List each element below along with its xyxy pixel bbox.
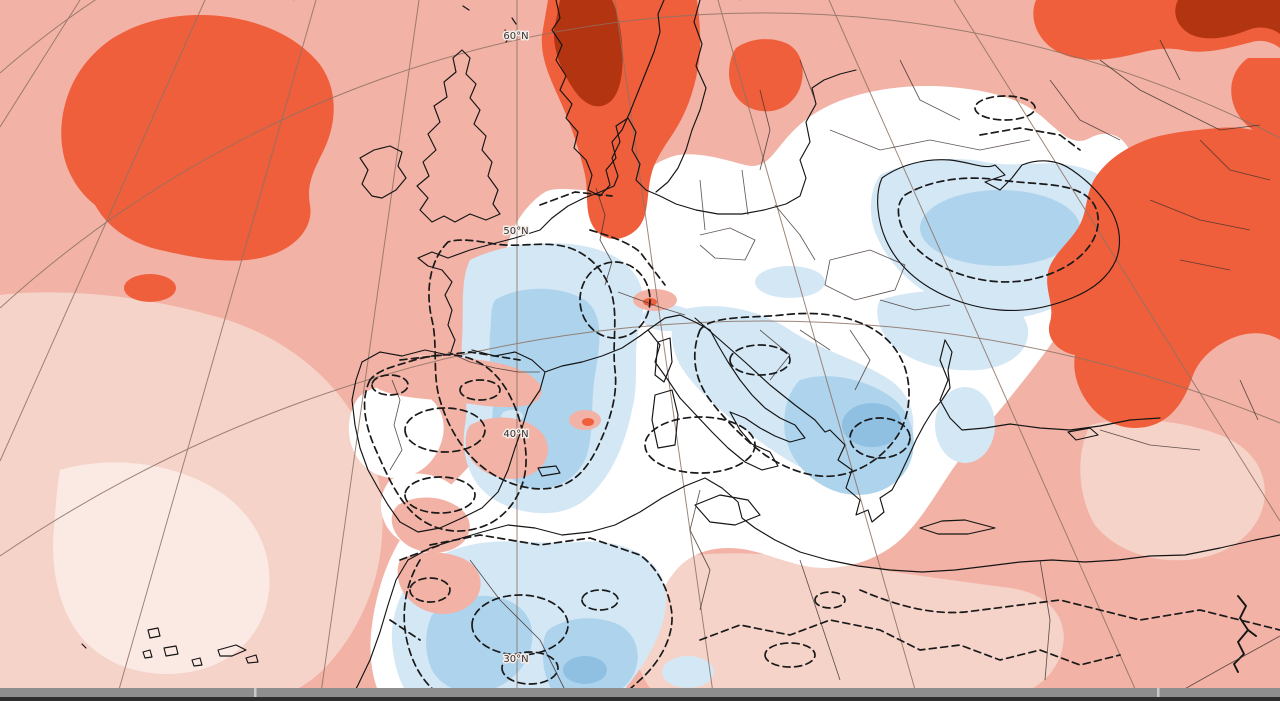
coastline-adriatic-greece bbox=[694, 317, 953, 523]
coastline-france bbox=[417, 217, 553, 356]
coastline-canary-islands bbox=[81, 627, 259, 667]
anomaly-region-cool-blacksea bbox=[920, 190, 1080, 266]
label-40n: 40°N bbox=[503, 429, 528, 440]
border-lines-east bbox=[759, 39, 1271, 451]
graticule-labels: 60°N 50°N 40°N 30°N bbox=[502, 30, 530, 667]
coastline-shetland-faroe bbox=[462, 5, 517, 43]
coastline-crete-cyprus bbox=[919, 427, 1099, 535]
anomaly-region-strong-warm-norway bbox=[553, 0, 623, 107]
contour-sahara-inner bbox=[471, 589, 619, 685]
contour-sahara-east bbox=[699, 589, 1280, 668]
anomaly-region-warm-satellite bbox=[124, 274, 176, 302]
contour-aegean bbox=[849, 417, 911, 459]
coastline-baltic bbox=[551, 0, 857, 219]
coastline-sicily-sardinia-corsica-balearics bbox=[537, 337, 761, 526]
contour-black-sea-inner bbox=[897, 177, 1099, 283]
anomaly-region-warm-baltic bbox=[729, 39, 803, 112]
contour-morocco bbox=[389, 544, 451, 641]
timeline-scrollbar[interactable] bbox=[0, 688, 1280, 701]
border-lines-west bbox=[389, 187, 686, 471]
anomaly-region-deep-cool-sahara bbox=[563, 656, 607, 684]
contour-balkans-loop bbox=[693, 312, 910, 478]
anomaly-region-faint-cool bbox=[935, 387, 995, 463]
scrollbar-edge bbox=[0, 697, 1280, 701]
coastline-black-sea bbox=[877, 159, 1121, 311]
coastline-mediterranean-france-italy bbox=[544, 314, 806, 471]
contour-iberia-loop bbox=[363, 351, 527, 532]
anomaly-region-faint-warm bbox=[631, 553, 1064, 700]
coastline-great-britain bbox=[416, 49, 501, 223]
graticule-parallel-30n bbox=[0, 320, 1280, 557]
anomaly-contours bbox=[363, 95, 1280, 701]
border-lines-africa bbox=[469, 489, 1280, 701]
anomaly-region-strong-warm-corner bbox=[1175, 0, 1280, 39]
anomaly-region-trace-warm bbox=[53, 462, 270, 675]
coastline-suez bbox=[1233, 595, 1257, 673]
coastline-north-africa bbox=[349, 477, 1280, 701]
contour-channel-alps bbox=[539, 191, 666, 286]
coastline-ireland bbox=[359, 145, 407, 199]
scrollbar-track[interactable] bbox=[0, 688, 1280, 697]
contour-france-inner bbox=[579, 261, 651, 339]
label-30n: 30°N bbox=[503, 654, 528, 665]
contour-iberia-inner bbox=[371, 374, 501, 514]
graticule-parallel-40n bbox=[0, 12, 1280, 309]
coastlines bbox=[81, 0, 1280, 701]
contour-tyrrhenian bbox=[644, 416, 756, 474]
anomaly-region-faint-cool bbox=[662, 656, 714, 688]
anomaly-region-mild-warm-iberia bbox=[363, 355, 548, 615]
scrollbar-tick bbox=[1157, 688, 1160, 697]
anomaly-region-warm-atlantic bbox=[61, 15, 334, 261]
coastline-anatolia bbox=[939, 339, 1161, 431]
country-borders bbox=[389, 39, 1280, 701]
label-60n: 60°N bbox=[503, 31, 528, 42]
contour-north-of-black-sea bbox=[974, 95, 1081, 151]
coastline-scandinavia bbox=[551, 0, 665, 197]
anomaly-region-deep-cool-aegean bbox=[842, 403, 902, 447]
border-lines-central bbox=[699, 169, 951, 391]
anomaly-region-warm-dab bbox=[582, 418, 594, 426]
anomaly-region-faint-cool bbox=[755, 266, 825, 298]
label-50n: 50°N bbox=[503, 226, 528, 237]
contour-france-loop bbox=[428, 239, 617, 490]
scrollbar-tick bbox=[254, 688, 257, 697]
anomaly-region-faint-warm bbox=[1080, 419, 1265, 561]
